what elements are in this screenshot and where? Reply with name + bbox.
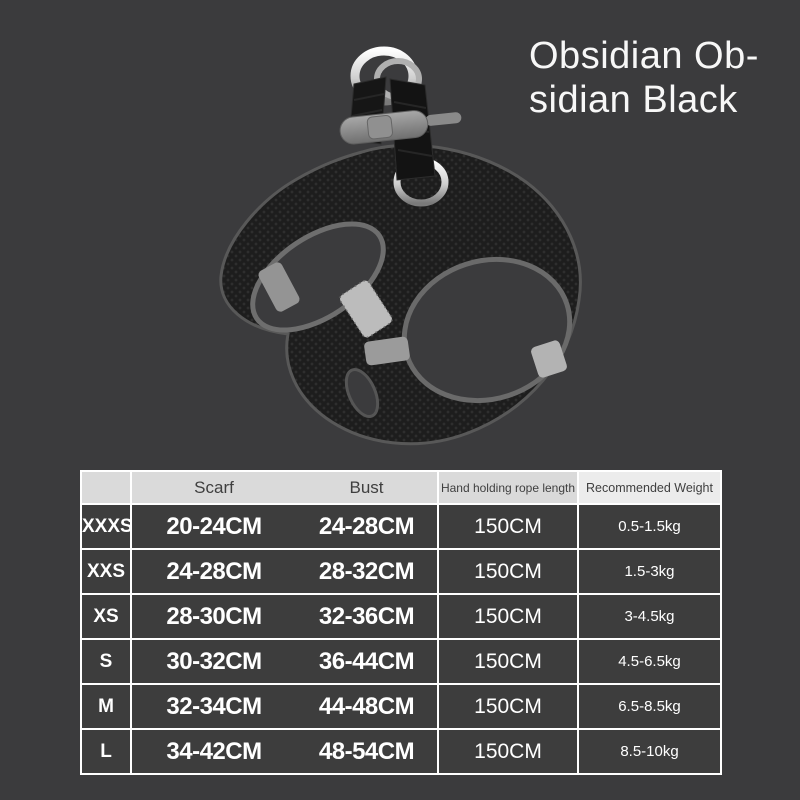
cell-bust: 48-54CM xyxy=(296,728,439,775)
product-title: Obsidian Ob- sidian Black xyxy=(529,34,759,122)
table-row: XXS 24-28CM 28-32CM 150CM 1.5-3kg xyxy=(80,548,722,595)
cell-bust: 36-44CM xyxy=(296,638,439,685)
cell-size: XXS xyxy=(80,548,132,595)
cell-weight: 4.5-6.5kg xyxy=(577,638,722,685)
size-chart-table: Scarf Bust Hand holding rope length Reco… xyxy=(80,470,722,775)
cell-rope: 150CM xyxy=(437,638,579,685)
product-title-line2: sidian Black xyxy=(529,79,738,121)
cell-scarf: 30-32CM xyxy=(130,638,296,685)
harness-illustration xyxy=(219,46,582,446)
table-header-row: Scarf Bust Hand holding rope length Reco… xyxy=(80,470,722,505)
belly-strap-slot xyxy=(344,368,380,418)
cell-size: L xyxy=(80,728,132,775)
cell-size: XXXS xyxy=(80,503,132,550)
cell-bust: 28-32CM xyxy=(296,548,439,595)
cell-bust: 24-28CM xyxy=(296,503,439,550)
neck-opening xyxy=(250,221,386,333)
cell-size: M xyxy=(80,683,132,730)
cell-weight: 8.5-10kg xyxy=(577,728,722,775)
reflective-tab-icon xyxy=(258,262,567,378)
table-row: M 32-34CM 44-48CM 150CM 6.5-8.5kg xyxy=(80,683,722,730)
cell-rope: 150CM xyxy=(437,593,579,640)
cell-rope: 150CM xyxy=(437,683,579,730)
cell-scarf: 28-30CM xyxy=(130,593,296,640)
cell-rope: 150CM xyxy=(437,503,579,550)
cell-scarf: 32-34CM xyxy=(130,683,296,730)
col-header-rope-length: Hand holding rope length xyxy=(437,470,579,505)
table-row: XS 28-30CM 32-36CM 150CM 3-4.5kg xyxy=(80,593,722,640)
cell-size: S xyxy=(80,638,132,685)
cell-bust: 44-48CM xyxy=(296,683,439,730)
product-photo-harness xyxy=(130,30,610,480)
table-row: S 30-32CM 36-44CM 150CM 4.5-6.5kg xyxy=(80,638,722,685)
table-row: L 34-42CM 48-54CM 150CM 8.5-10kg xyxy=(80,728,722,775)
table-row: XXXS 20-24CM 24-28CM 150CM 0.5-1.5kg xyxy=(80,503,722,550)
product-title-line1: Obsidian Ob- xyxy=(529,35,759,77)
col-header-bust: Bust xyxy=(296,470,439,505)
col-header-scarf: Scarf xyxy=(130,470,296,505)
cell-rope: 150CM xyxy=(437,548,579,595)
cell-weight: 6.5-8.5kg xyxy=(577,683,722,730)
cell-size: XS xyxy=(80,593,132,640)
col-header-size xyxy=(80,470,132,505)
col-header-recommended-weight: Recommended Weight xyxy=(577,470,722,505)
adjuster-buckle xyxy=(339,110,462,145)
cell-weight: 0.5-1.5kg xyxy=(577,503,722,550)
cell-scarf: 24-28CM xyxy=(130,548,296,595)
cell-bust: 32-36CM xyxy=(296,593,439,640)
cell-rope: 150CM xyxy=(437,728,579,775)
cell-weight: 1.5-3kg xyxy=(577,548,722,595)
cell-scarf: 20-24CM xyxy=(130,503,296,550)
cell-weight: 3-4.5kg xyxy=(577,593,722,640)
cell-scarf: 34-42CM xyxy=(130,728,296,775)
